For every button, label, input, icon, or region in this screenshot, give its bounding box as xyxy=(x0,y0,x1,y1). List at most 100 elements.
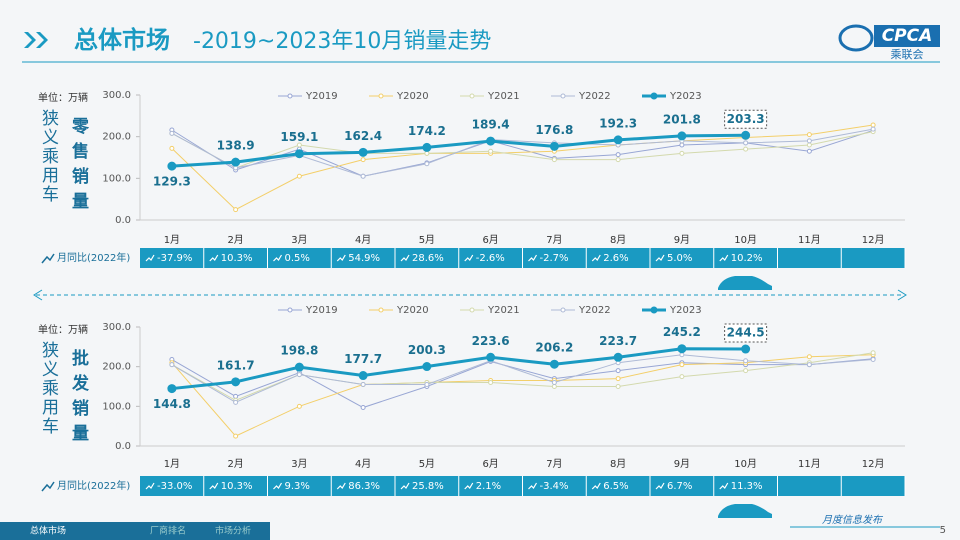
legend-label: Y2020 xyxy=(396,91,429,102)
yoy-arrow xyxy=(528,254,538,262)
x-tick-label: 11月 xyxy=(798,458,821,470)
x-tick-label: 1月 xyxy=(164,458,180,470)
yoy-arrow xyxy=(528,482,538,490)
yoy-value: 2.1% xyxy=(476,481,501,492)
yoy-arrow xyxy=(591,254,601,262)
footer-note: 月度信息发布 xyxy=(822,514,884,526)
data-point xyxy=(549,359,559,369)
data-point xyxy=(613,135,623,145)
x-tick-label: 7月 xyxy=(546,458,562,470)
x-tick-label: 6月 xyxy=(482,458,498,470)
yoy-arrow xyxy=(209,482,219,490)
x-tick-label: 1月 xyxy=(164,234,180,246)
yoy-value: 10.3% xyxy=(221,253,253,264)
yoy-value: 9.3% xyxy=(285,481,310,492)
data-point xyxy=(615,152,621,158)
side-label: 狭义乘用车 xyxy=(38,341,59,436)
data-point xyxy=(551,380,557,386)
legend-label: Y2022 xyxy=(578,305,611,316)
legend-dot xyxy=(560,93,566,99)
data-point xyxy=(743,146,749,152)
x-tick-label: 12月 xyxy=(862,458,885,470)
data-label: 206.2 xyxy=(535,341,573,355)
data-point xyxy=(169,130,175,136)
data-point xyxy=(358,371,368,381)
data-label: 177.7 xyxy=(344,352,382,366)
legend-dot xyxy=(287,93,293,99)
data-point xyxy=(422,142,432,152)
data-point xyxy=(488,380,494,386)
data-label: 223.7 xyxy=(599,334,637,348)
legend-label: Y2023 xyxy=(669,91,702,102)
data-label: 245.2 xyxy=(663,325,701,339)
data-point xyxy=(741,344,751,354)
data-point xyxy=(870,122,876,128)
unit-label: 单位：万辆 xyxy=(38,323,88,336)
series-line xyxy=(171,129,874,177)
x-tick-label: 10月 xyxy=(734,458,757,470)
data-point xyxy=(615,368,621,374)
data-point xyxy=(551,157,557,163)
logo-mark xyxy=(838,24,874,52)
yoy-value: 10.2% xyxy=(731,253,763,264)
data-point xyxy=(806,148,812,154)
yoy-value: -2.7% xyxy=(540,253,569,264)
data-point xyxy=(231,157,241,167)
data-point xyxy=(806,354,812,360)
yoy-arrow xyxy=(464,254,474,262)
x-tick-label: 2月 xyxy=(227,458,243,470)
data-point xyxy=(743,368,749,374)
data-point xyxy=(294,362,304,372)
legend-label: Y2020 xyxy=(396,305,429,316)
yoy-arrow xyxy=(336,482,346,490)
yoy-value: 0.5% xyxy=(285,253,310,264)
data-point xyxy=(551,384,557,389)
y-tick-label: 0.0 xyxy=(115,441,131,452)
data-point xyxy=(743,140,749,146)
data-point xyxy=(296,142,302,148)
data-label: 192.3 xyxy=(599,116,637,130)
data-label: 244.5 xyxy=(727,326,765,340)
yoy-arrow xyxy=(719,254,729,262)
data-label: 198.8 xyxy=(280,344,318,358)
data-point xyxy=(677,344,687,354)
data-point xyxy=(870,357,876,363)
yoy-arrow xyxy=(400,254,410,262)
data-point xyxy=(679,362,685,368)
yoy-value: 10.3% xyxy=(221,481,253,492)
data-label: 201.8 xyxy=(663,112,701,126)
yoy-arrow xyxy=(273,482,283,490)
data-point xyxy=(488,148,494,154)
yoy-value: 6.7% xyxy=(667,481,692,492)
data-point xyxy=(360,405,366,411)
chart-title: 零售销量 xyxy=(68,117,90,217)
data-point xyxy=(424,161,430,167)
chart-title: 批发销量 xyxy=(68,348,90,449)
data-point xyxy=(294,149,304,159)
data-point xyxy=(679,150,685,156)
x-tick-label: 6月 xyxy=(482,234,498,246)
data-point xyxy=(679,352,685,358)
data-point xyxy=(549,141,559,151)
data-point xyxy=(358,147,368,157)
data-point xyxy=(231,377,241,387)
legend-dot xyxy=(560,307,566,313)
x-tick-label: 4月 xyxy=(355,458,371,470)
data-label: 176.8 xyxy=(535,123,573,137)
legend-dot xyxy=(469,307,475,313)
x-tick-label: 8月 xyxy=(610,458,626,470)
data-point xyxy=(743,358,749,364)
yoy-arrow xyxy=(591,482,601,490)
data-point xyxy=(296,372,302,378)
series-line xyxy=(171,124,874,211)
y-tick-label: 300.0 xyxy=(102,90,131,101)
car-icons xyxy=(718,276,772,518)
logo-text: CPCA xyxy=(882,26,933,46)
yoy-icon xyxy=(41,481,55,492)
x-tick-label: 5月 xyxy=(419,234,435,246)
title-icon xyxy=(24,32,48,48)
data-label: 162.4 xyxy=(344,129,382,143)
x-tick-label: 2月 xyxy=(227,234,243,246)
data-point xyxy=(360,173,366,179)
legend-dot xyxy=(650,92,658,100)
